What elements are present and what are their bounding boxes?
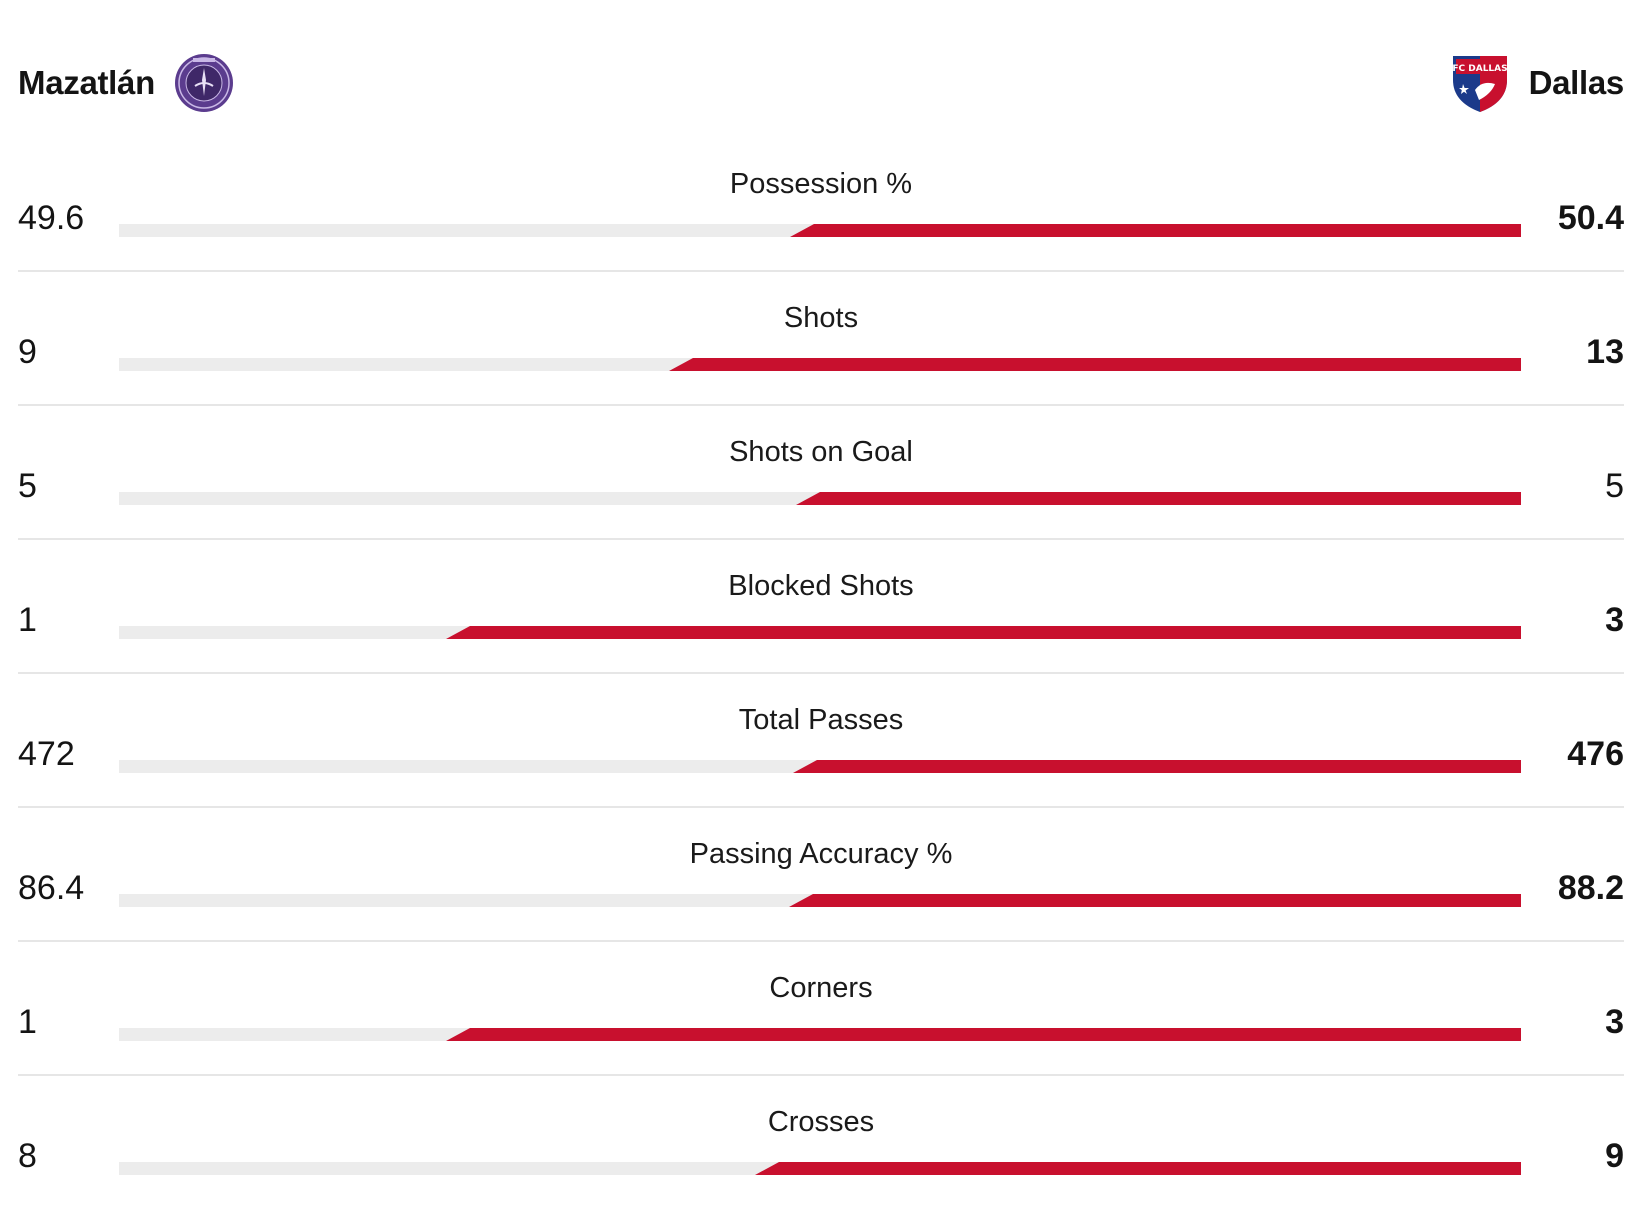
stat-label: Blocked Shots <box>728 570 914 602</box>
home-stat-value: 1 <box>18 601 37 639</box>
stat-label: Corners <box>769 972 873 1004</box>
home-team-name: Mazatlán <box>18 63 155 101</box>
stat-row: Total Passes 472 476 <box>18 674 1624 808</box>
stat-label: Passing Accuracy % <box>689 838 953 870</box>
home-stat-value: 472 <box>18 735 75 773</box>
comparison-bar <box>119 760 1521 773</box>
away-stat-value: 3 <box>1605 1003 1624 1041</box>
stat-row: Blocked Shots 1 3 <box>18 540 1624 674</box>
home-bar-fill <box>119 492 820 505</box>
home-stat-value: 9 <box>18 333 37 371</box>
crest-text: FC DALLAS <box>1452 64 1507 74</box>
stats-list: Possession % 49.6 50.4 Shots 9 13 Shots on Goa… <box>18 138 1624 1210</box>
stat-row: Corners 1 3 <box>18 942 1624 1076</box>
home-team[interactable]: Mazatlán <box>18 45 235 120</box>
away-team[interactable]: FC DALLAS Dallas <box>1449 45 1624 120</box>
home-bar-fill <box>119 894 813 907</box>
home-bar-fill <box>119 626 470 639</box>
away-team-name: Dallas <box>1528 63 1625 101</box>
home-stat-value: 49.6 <box>18 199 85 237</box>
away-bar-fill <box>446 626 1521 639</box>
stat-label: Total Passes <box>738 704 904 736</box>
comparison-bar <box>119 224 1521 237</box>
comparison-bar <box>119 1028 1521 1041</box>
stat-label: Crosses <box>767 1106 875 1138</box>
away-stat-value: 50.4 <box>1557 199 1624 237</box>
home-stat-value: 1 <box>18 1003 37 1041</box>
home-stat-value: 8 <box>18 1137 37 1175</box>
comparison-bar <box>119 1162 1521 1175</box>
home-bar-fill <box>119 1162 779 1175</box>
away-bar-fill <box>796 492 1521 505</box>
stat-row: Shots 9 13 <box>18 272 1624 406</box>
away-stat-value: 476 <box>1567 735 1624 773</box>
away-bar-fill <box>793 760 1521 773</box>
home-bar-fill <box>119 224 814 237</box>
away-stat-value: 5 <box>1605 467 1624 505</box>
home-bar-fill <box>119 1028 470 1041</box>
mazatlan-crest-icon <box>174 53 233 112</box>
away-stat-value: 3 <box>1605 601 1624 639</box>
stat-row: Shots on Goal 5 5 <box>18 406 1624 540</box>
fc-dallas-crest-icon: FC DALLAS <box>1452 55 1507 112</box>
home-bar-fill <box>119 760 817 773</box>
home-stat-value: 5 <box>18 467 37 505</box>
away-stat-value: 13 <box>1586 333 1624 371</box>
comparison-bar <box>119 626 1521 639</box>
teams-header: Mazatlán FC DALLAS Dallas <box>18 45 1624 120</box>
away-bar-fill <box>669 358 1521 371</box>
away-bar-fill <box>755 1162 1521 1175</box>
stat-label: Possession % <box>729 168 913 200</box>
home-stat-value: 86.4 <box>18 869 85 907</box>
comparison-bar <box>119 358 1521 371</box>
away-bar-fill <box>790 224 1521 237</box>
stat-row: Possession % 49.6 50.4 <box>18 138 1624 272</box>
comparison-bar <box>119 492 1521 505</box>
stat-label: Shots <box>783 302 859 334</box>
home-bar-fill <box>119 358 693 371</box>
away-bar-fill <box>789 894 1521 907</box>
stat-label: Shots on Goal <box>729 436 913 468</box>
comparison-bar <box>119 894 1521 907</box>
away-bar-fill <box>446 1028 1521 1041</box>
stat-row: Crosses 8 9 <box>18 1076 1624 1210</box>
stat-row: Passing Accuracy % 86.4 88.2 <box>18 808 1624 942</box>
away-stat-value: 9 <box>1605 1137 1624 1175</box>
away-stat-value: 88.2 <box>1557 869 1624 907</box>
